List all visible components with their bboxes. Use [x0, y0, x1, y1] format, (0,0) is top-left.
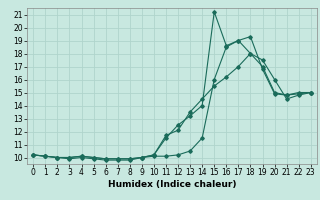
- X-axis label: Humidex (Indice chaleur): Humidex (Indice chaleur): [108, 180, 236, 189]
